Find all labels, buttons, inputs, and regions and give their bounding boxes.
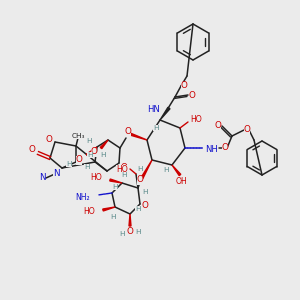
Text: O: O: [189, 91, 195, 100]
Text: H: H: [153, 125, 159, 131]
Text: HO: HO: [83, 208, 95, 217]
Text: H: H: [86, 138, 92, 144]
Text: HO: HO: [90, 172, 102, 182]
Text: H: H: [100, 152, 106, 158]
Text: H: H: [112, 184, 118, 190]
Text: N: N: [39, 173, 45, 182]
Polygon shape: [130, 133, 147, 140]
Text: O: O: [46, 134, 52, 143]
Polygon shape: [160, 107, 170, 120]
Text: H: H: [135, 206, 141, 212]
Polygon shape: [129, 214, 131, 226]
Text: H: H: [66, 161, 72, 167]
Polygon shape: [103, 207, 115, 211]
Text: NH₂: NH₂: [75, 193, 90, 202]
Text: H: H: [121, 172, 127, 178]
Text: H: H: [110, 214, 116, 220]
Text: HO: HO: [190, 116, 202, 124]
Text: H: H: [163, 167, 169, 173]
Text: O: O: [91, 148, 98, 157]
Text: H: H: [87, 152, 93, 158]
Text: O: O: [127, 227, 134, 236]
Text: OH: OH: [176, 176, 188, 185]
Polygon shape: [141, 160, 152, 178]
Text: O: O: [124, 127, 131, 136]
Text: O: O: [136, 176, 143, 184]
Text: HN: HN: [147, 106, 160, 115]
Text: O: O: [181, 82, 188, 91]
Text: CH₃: CH₃: [71, 133, 85, 139]
Text: O: O: [214, 122, 221, 130]
Text: H: H: [142, 189, 148, 195]
Text: O: O: [222, 143, 228, 152]
Polygon shape: [86, 147, 97, 156]
Polygon shape: [110, 179, 122, 183]
Text: N: N: [53, 169, 59, 178]
Polygon shape: [100, 140, 108, 149]
Text: H: H: [119, 231, 125, 237]
Text: O: O: [121, 164, 128, 172]
Polygon shape: [172, 165, 181, 175]
Text: O: O: [28, 146, 35, 154]
Text: O: O: [76, 155, 82, 164]
Text: O: O: [244, 125, 250, 134]
Text: NH: NH: [206, 145, 218, 154]
Text: O: O: [142, 202, 148, 211]
Text: H: H: [135, 229, 141, 235]
Text: H: H: [84, 164, 90, 170]
Text: H: H: [137, 166, 143, 172]
Text: HO: HO: [116, 164, 128, 173]
